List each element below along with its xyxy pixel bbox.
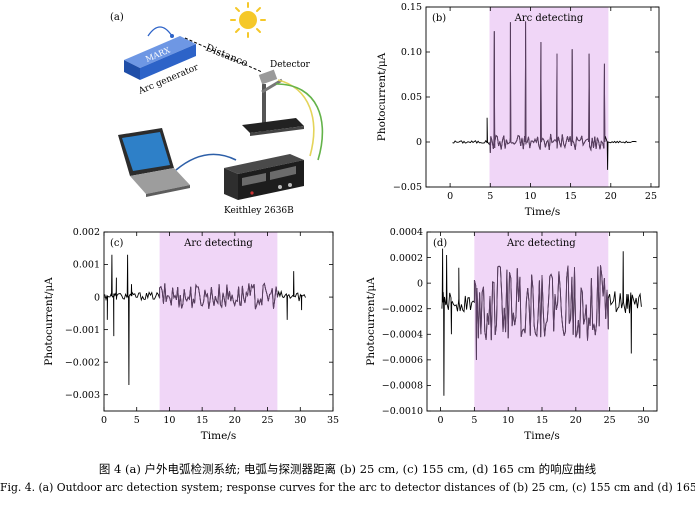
highlight-label: Arc detecting [183,238,253,249]
y-tick-label: −0.002 [65,357,100,368]
x-tick-label: 25 [604,415,616,426]
distance-line [184,37,263,73]
y-tick-label: −0.0008 [382,381,423,392]
keithley-icon [224,154,304,200]
highlight-region [159,232,278,411]
y-tick-label: −0.003 [65,390,100,401]
x-tick-label: 0 [438,415,444,426]
y-tick-label: 0.001 [73,260,100,271]
x-tick-label: 10 [502,415,514,426]
data-trace-arc [473,265,609,360]
figure-caption-cn: 图 4 (a) 户外电弧检测系统; 电弧与探测器距离 (b) 25 cm, (c… [98,462,597,476]
y-tick-label: −0.0010 [382,406,423,417]
arc-generator-icon: MARX [124,26,196,80]
y-tick-label: −0.0006 [382,355,423,366]
x-tick-label: 20 [605,191,617,202]
x-tick-label: 5 [134,415,140,426]
y-axis-label: Photocurrent/μA [43,277,55,366]
plot-frame [103,231,334,412]
cable-blue [175,153,237,171]
y-tick-label: −0.001 [65,325,100,336]
x-tick-label: 20 [229,415,241,426]
keithley-label: Keithley 2636B [224,206,294,216]
y-tick-label: 0.15 [401,2,422,13]
y-tick-label: 0.0002 [390,253,423,264]
y-tick-label: 0.10 [401,47,422,58]
x-tick-label: 25 [645,191,657,202]
detector-stand-icon [242,69,304,136]
data-trace-arc [159,282,278,310]
panel-label: (d) [433,238,447,249]
x-tick-label: 5 [487,191,493,202]
x-tick-label: 35 [327,415,339,426]
panel-d-chart: Arc detecting 0 5 10 15 20 25 30 −0.0010 −0.0008 −… [365,227,658,442]
x-axis-label: Time/s [524,430,559,442]
cable-yellow [277,79,315,157]
x-tick-label: 30 [294,415,306,426]
highlight-region [489,7,609,187]
panel-c-chart: Arc detecting 0 5 10 15 20 25 30 35 −0.003 −0.002 −… [43,227,339,442]
x-tick-label: 0 [447,191,453,202]
y-axis-label: Photocurrent/μA [376,52,388,141]
y-tick-label: 0 [417,278,423,289]
data-trace-arc [489,21,606,153]
panel-a-label: (a) [110,12,124,23]
x-tick-label: 15 [565,191,577,202]
x-tick-label: 20 [570,415,582,426]
y-tick-label: 0 [94,292,100,303]
x-tick-label: 15 [196,415,208,426]
x-tick-label: 5 [471,415,477,426]
panel-label: (c) [110,238,124,249]
x-tick-label: 25 [262,415,274,426]
panel-label: (b) [432,13,446,24]
x-tick-label: 0 [101,415,107,426]
x-tick-label: 30 [637,415,649,426]
y-tick-label: −0.0002 [382,304,423,315]
panel-a-schematic: (a) MARX Arc generator Distance [110,2,324,216]
figure-caption-en: Fig. 4. (a) Outdoor arc detection system… [0,481,695,494]
x-tick-label: 10 [524,191,536,202]
y-tick-label: −0.05 [393,182,422,193]
cable-green [275,83,324,161]
sun-icon [230,2,266,38]
highlight-label: Arc detecting [506,238,576,249]
highlight-label: Arc detecting [514,13,584,24]
x-axis-label: Time/s [525,206,560,218]
y-tick-label: 0 [416,137,422,148]
x-axis-label: Time/s [201,430,236,442]
y-axis-label: Photocurrent/μA [365,277,377,366]
x-tick-label: 10 [163,415,175,426]
x-tick-label: 15 [536,415,548,426]
distance-label: Distance [204,43,249,70]
y-tick-label: 0.05 [401,92,422,103]
detector-label: Detector [270,60,311,70]
y-tick-label: −0.0004 [382,329,423,340]
laptop-icon [118,128,190,197]
y-tick-label: 0.002 [73,227,100,238]
y-tick-label: 0.0004 [390,227,423,238]
panel-b-chart: Arc detecting 0 5 10 15 20 25 −0.05 0 0.05 0.10 0.1… [376,2,660,218]
